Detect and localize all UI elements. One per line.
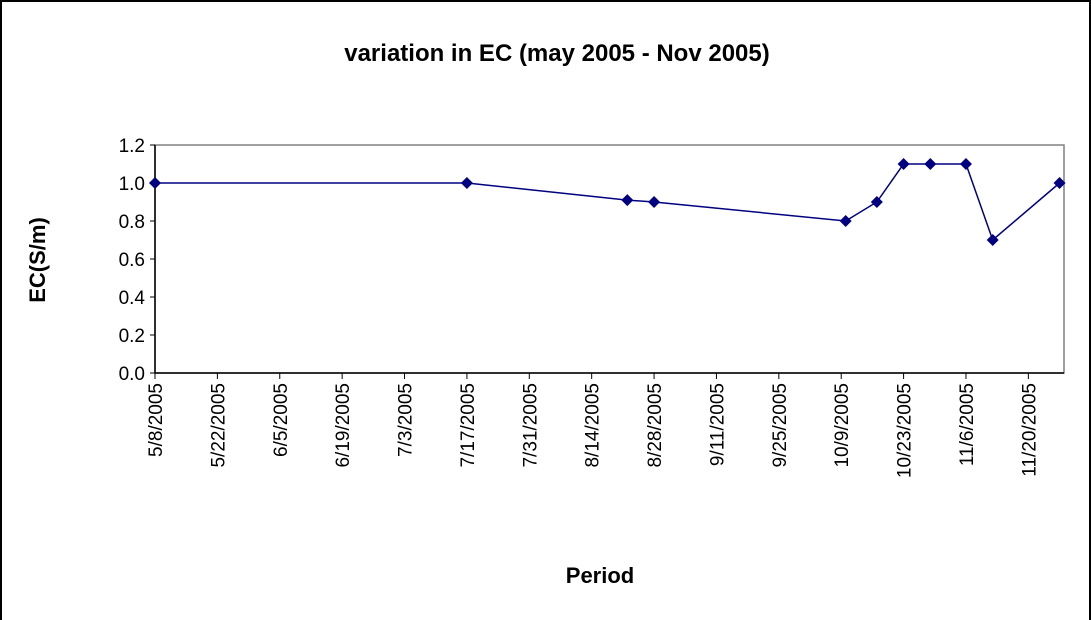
- x-tick-label: 7/3/2005: [396, 383, 417, 457]
- marker: [986, 234, 999, 246]
- marker: [897, 158, 910, 170]
- marker: [959, 158, 972, 170]
- y-tick-label: 1.2: [119, 136, 145, 157]
- x-tick-label: 9/11/2005: [707, 383, 728, 466]
- marker: [839, 215, 852, 227]
- x-tick-label: 8/14/2005: [583, 383, 604, 468]
- x-tick-label: 7/17/2005: [458, 383, 479, 468]
- x-tick-label: 7/31/2005: [520, 383, 541, 468]
- x-tick-label: 10/23/2005: [895, 383, 916, 478]
- x-axis-label: Period: [566, 563, 634, 588]
- x-tick-label: 5/22/2005: [208, 383, 229, 468]
- x-tick-label: 10/9/2005: [832, 383, 853, 468]
- marker: [149, 177, 161, 189]
- y-tick-label: 0.6: [119, 250, 145, 271]
- x-tick-label: 6/5/2005: [271, 383, 292, 457]
- marker: [621, 194, 634, 207]
- x-tick-label: 9/25/2005: [770, 383, 791, 468]
- x-tick-label: 8/28/2005: [645, 383, 666, 468]
- plot-area: [154, 144, 1065, 374]
- y-tick-label: 0.8: [119, 212, 145, 233]
- x-tick-label: 6/19/2005: [333, 383, 354, 468]
- y-axis-label: EC(S/m): [25, 217, 50, 303]
- y-tick-label: 0.4: [119, 288, 146, 309]
- y-tick-label: 0.2: [119, 326, 145, 347]
- y-tick-label: 1.0: [119, 174, 145, 195]
- x-tick-label: 11/6/2005: [957, 383, 978, 466]
- marker: [924, 158, 937, 170]
- chart-title: variation in EC (may 2005 - Nov 2005): [344, 40, 770, 67]
- x-tick-label: 5/8/2005: [146, 383, 167, 457]
- marker: [870, 196, 883, 208]
- x-tick-label: 11/20/2005: [1019, 383, 1040, 477]
- marker: [460, 177, 473, 189]
- y-tick-label: 0.0: [119, 364, 145, 385]
- marker: [648, 196, 661, 208]
- marker: [1053, 177, 1066, 189]
